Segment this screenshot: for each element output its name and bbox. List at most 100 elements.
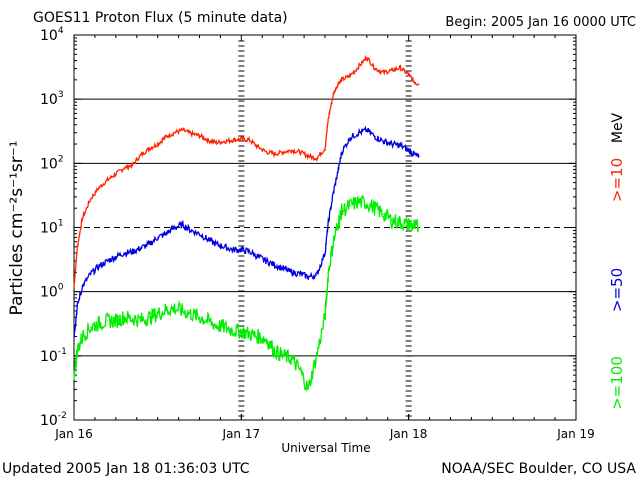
series-line-1 <box>73 125 420 338</box>
series-1-point <box>408 149 410 151</box>
series-2-point <box>190 313 192 315</box>
series-0-point <box>190 133 192 135</box>
series-1-point <box>249 251 251 253</box>
y-tick-label-1: 10-1 <box>40 347 67 365</box>
series-1-point <box>148 243 150 245</box>
series-0-point <box>327 117 329 120</box>
series-2-point <box>382 213 385 216</box>
x-tick-label-3: Jan 19 <box>556 427 595 441</box>
series-2-point <box>106 320 109 322</box>
series-2-point <box>115 320 117 322</box>
series-2-point <box>274 350 276 352</box>
series-2-point <box>307 388 309 390</box>
series-1-point <box>182 224 184 226</box>
series-0-point <box>274 153 276 155</box>
series-1-point <box>224 246 226 248</box>
series-0-point <box>173 132 175 134</box>
series-0-point <box>182 129 184 131</box>
series-1-point <box>265 260 268 262</box>
series-1-point <box>366 129 368 131</box>
series-2-point <box>232 329 234 331</box>
series-2-point <box>240 330 242 333</box>
series-2-point <box>182 310 184 312</box>
series-2-point <box>324 316 326 318</box>
series-1-point <box>165 233 167 235</box>
series-0-point <box>106 179 109 181</box>
series-0-point <box>391 69 393 72</box>
series-2-point <box>349 204 351 207</box>
series-2-point <box>148 316 150 318</box>
series-0-point <box>98 186 100 189</box>
series-0-point <box>265 151 268 153</box>
series-2-point <box>391 219 393 221</box>
series-1-point <box>324 252 326 254</box>
series-1-point <box>418 156 420 158</box>
series-0-point <box>290 149 293 151</box>
series-0-point <box>76 246 78 248</box>
begin-time: Begin: 2005 Jan 16 0000 UTC <box>445 15 636 30</box>
series-2-point <box>332 241 334 243</box>
series-2-point <box>76 350 78 352</box>
series-0-point <box>232 139 234 141</box>
series-1-point <box>274 264 276 266</box>
credit-text: NOAA/SEC Boulder, CO USA <box>441 461 636 477</box>
series-2-point <box>140 319 142 321</box>
series-2-point <box>81 335 83 338</box>
series-0-point <box>131 164 134 166</box>
series-0 <box>73 54 420 288</box>
series-1-point <box>341 151 343 153</box>
day-tick-column-1 <box>238 40 245 417</box>
series-0-point <box>316 157 318 159</box>
series-1-point <box>374 136 376 138</box>
series-2-point <box>408 224 410 226</box>
series-1-point <box>81 285 83 288</box>
series-1-point <box>282 267 284 270</box>
series-1-point <box>198 233 201 235</box>
series-2-point <box>316 355 318 357</box>
series-0-point <box>249 139 251 141</box>
series-0-point <box>307 155 309 157</box>
legend-entry-0: >=10 <box>608 158 626 202</box>
series-0-point <box>215 142 217 144</box>
legend-unit: MeV <box>610 112 626 143</box>
series-2-point <box>357 201 360 203</box>
series-0-point <box>418 83 420 85</box>
series-0-point <box>399 67 401 69</box>
series-2-point <box>90 326 92 328</box>
y-tick-label-0: 10-2 <box>40 411 67 429</box>
series-0-point <box>90 198 92 200</box>
series-2-point <box>265 338 268 341</box>
series-1-point <box>115 256 117 258</box>
series-0-point <box>123 167 125 169</box>
series-1-point <box>299 273 301 275</box>
series-0-point <box>341 79 343 81</box>
series-1-point <box>90 273 92 275</box>
series-1-point <box>140 247 142 249</box>
series-1-point <box>215 243 217 245</box>
threshold-lines <box>74 98 576 357</box>
series-2-point <box>173 307 175 309</box>
series-2-point <box>337 221 339 224</box>
series-2-point <box>413 225 415 227</box>
y-tick-label-6: 104 <box>40 26 64 44</box>
series-2-point <box>327 271 329 273</box>
series-1-point <box>357 132 360 134</box>
series-0-point <box>374 67 376 70</box>
series-0-point <box>332 93 334 95</box>
series-0-point <box>408 74 410 76</box>
y-axis-label: Particles cm⁻²s⁻¹sr⁻¹ <box>7 140 27 315</box>
series-1-point <box>349 137 351 139</box>
series-line-2 <box>73 195 420 393</box>
series-1-point <box>73 335 75 338</box>
series-1-point <box>190 229 192 232</box>
legend-entry-1: >=50 <box>608 268 626 312</box>
series-1-point <box>290 271 293 273</box>
series-0-point <box>148 147 150 150</box>
series-2-point <box>165 309 167 311</box>
series-2-point <box>257 335 259 338</box>
series-2-point <box>282 355 284 357</box>
series-2-point <box>224 326 226 328</box>
series-1-point <box>391 143 393 145</box>
series-2-point <box>98 322 100 325</box>
